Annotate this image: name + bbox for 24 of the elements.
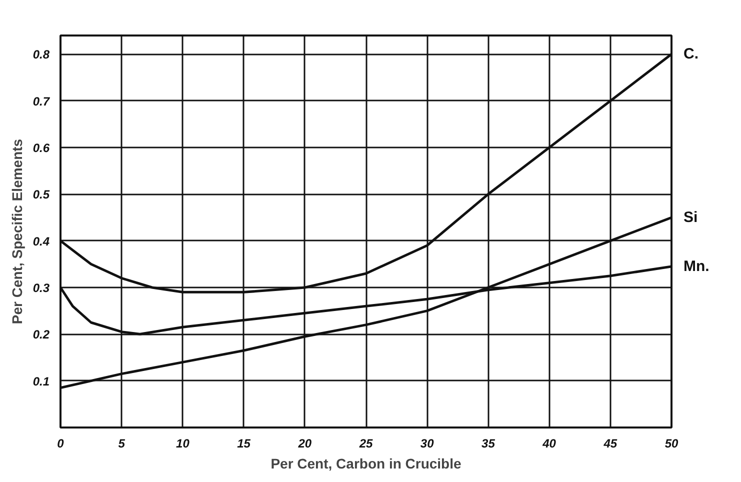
x-axis-title: Per Cent, Carbon in Crucible	[270, 456, 462, 472]
y-tick-label: 0.2	[32, 328, 50, 342]
x-tick-label: 10	[176, 436, 190, 450]
x-tick-label: 20	[297, 436, 312, 450]
y-tick-label: 0.3	[32, 281, 50, 295]
y-tick-label: 0.6	[32, 141, 50, 155]
x-tick-label: 30	[420, 436, 434, 450]
y-tick-label: 0.4	[32, 234, 50, 248]
series-label: Mn.	[684, 258, 710, 275]
x-tick-label: 45	[602, 436, 618, 450]
x-tick-label: 0	[57, 436, 64, 450]
y-tick-label: 0.7	[32, 94, 51, 108]
x-tick-label: 35	[482, 436, 496, 450]
x-tick-label: 50	[664, 436, 678, 450]
y-tick-label: 0.1	[32, 374, 50, 388]
y-tick-label: 0.8	[32, 48, 50, 62]
x-tick-label: 15	[237, 436, 251, 450]
x-tick-label: 25	[358, 436, 373, 450]
x-tick-label: 5	[118, 436, 126, 450]
y-tick-label: 0.5	[32, 188, 50, 202]
y-axis-title: Per Cent, Specific Elements	[8, 138, 25, 324]
series-label: C.	[684, 46, 698, 63]
series-label: Si	[684, 209, 698, 226]
x-tick-label: 40	[542, 436, 556, 450]
